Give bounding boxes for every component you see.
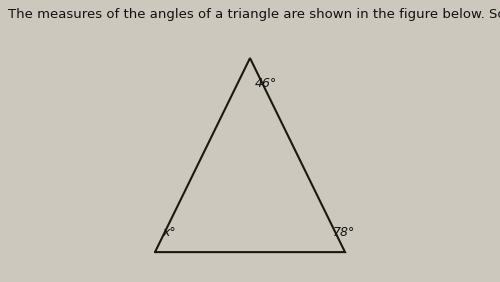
Text: 78°: 78° xyxy=(332,226,355,239)
Text: The measures of the angles of a triangle are shown in the figure below. Solve fo: The measures of the angles of a triangle… xyxy=(8,8,500,21)
Text: x°: x° xyxy=(162,226,176,239)
Text: 46°: 46° xyxy=(255,78,277,91)
